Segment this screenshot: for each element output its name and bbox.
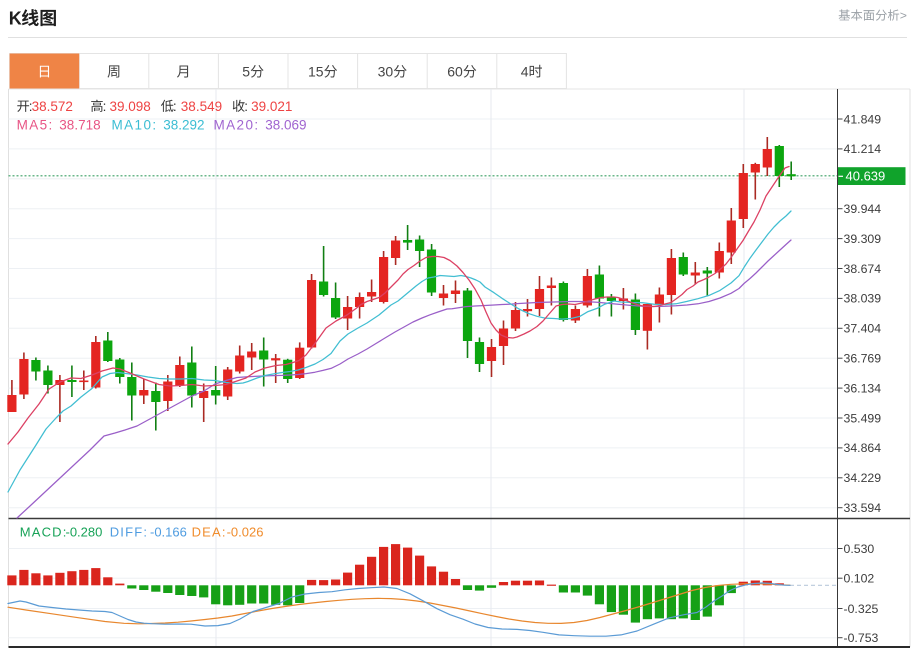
- svg-text:37.404: 37.404: [844, 322, 882, 336]
- svg-text:33.594: 33.594: [844, 501, 882, 515]
- svg-text:34.864: 34.864: [844, 441, 882, 455]
- svg-text:35.499: 35.499: [844, 411, 882, 425]
- svg-text:15: 15: [308, 64, 324, 80]
- svg-text:40.639: 40.639: [846, 169, 886, 184]
- svg-text:60: 60: [447, 64, 463, 80]
- svg-text:38.549: 38.549: [181, 99, 222, 114]
- svg-text:K: K: [9, 9, 22, 29]
- svg-text:>: >: [900, 9, 907, 23]
- svg-text:MA5:: MA5:: [17, 118, 54, 133]
- svg-text:30: 30: [378, 64, 394, 80]
- svg-text:0.102: 0.102: [844, 572, 875, 586]
- svg-text:38.572: 38.572: [32, 99, 73, 114]
- svg-text:4: 4: [521, 64, 529, 80]
- svg-text:39.309: 39.309: [844, 232, 882, 246]
- svg-text::: :: [244, 99, 248, 114]
- svg-text:MA20:: MA20:: [214, 118, 260, 133]
- svg-text:MACD:: MACD:: [20, 525, 68, 540]
- svg-text::: :: [103, 99, 107, 114]
- svg-text:41.214: 41.214: [844, 142, 882, 156]
- svg-text:DEA:: DEA:: [192, 525, 227, 540]
- svg-text:39.098: 39.098: [110, 99, 151, 114]
- svg-text:38.718: 38.718: [59, 118, 100, 133]
- svg-text:38.039: 38.039: [844, 292, 882, 306]
- svg-text:34.229: 34.229: [844, 471, 882, 485]
- svg-text:-0.026: -0.026: [227, 525, 264, 540]
- svg-text:36.134: 36.134: [844, 381, 882, 395]
- svg-text:5: 5: [242, 64, 250, 80]
- svg-text:38.069: 38.069: [265, 118, 306, 133]
- svg-text:-0.325: -0.325: [844, 602, 879, 616]
- svg-text:38.292: 38.292: [163, 118, 204, 133]
- svg-text:38.674: 38.674: [844, 262, 882, 276]
- svg-text:-0.753: -0.753: [844, 631, 879, 645]
- svg-text:DIFF:: DIFF:: [110, 525, 149, 540]
- svg-text:-0.166: -0.166: [150, 525, 187, 540]
- svg-text:39.021: 39.021: [251, 99, 292, 114]
- svg-text::: :: [173, 99, 177, 114]
- svg-text:39.944: 39.944: [844, 202, 882, 216]
- svg-text::: :: [29, 99, 33, 114]
- svg-text:0.530: 0.530: [844, 542, 875, 556]
- svg-text:MA10:: MA10:: [112, 118, 158, 133]
- svg-text:41.849: 41.849: [844, 112, 882, 126]
- svg-text:-0.280: -0.280: [66, 525, 103, 540]
- svg-text:36.769: 36.769: [844, 352, 882, 366]
